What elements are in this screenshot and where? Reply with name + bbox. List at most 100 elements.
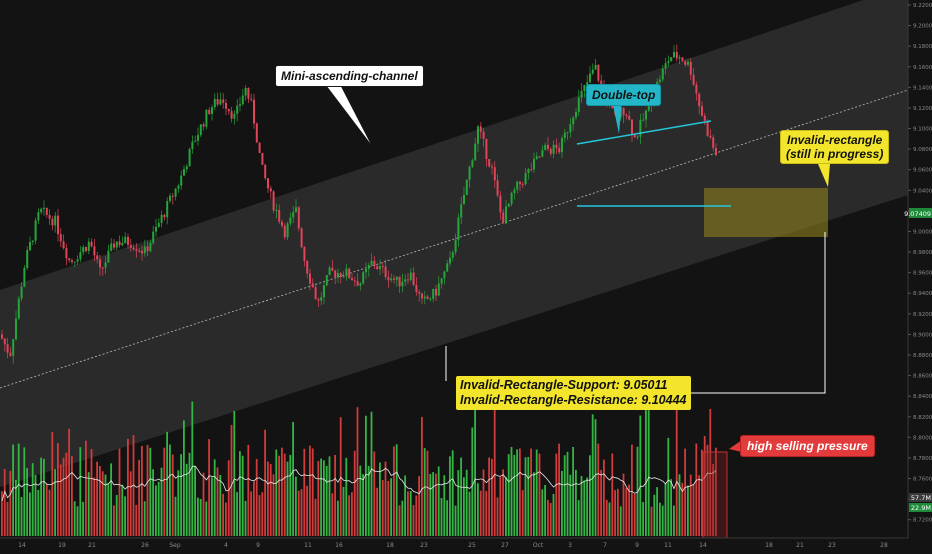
candle-body [309,273,311,284]
candle-body [331,267,334,271]
y-tick-label: 9.10000 [913,127,932,133]
volume-bar [617,488,619,536]
volume-bar [639,415,642,536]
volume-bar [619,506,622,536]
y-tick-label: 8.98000 [913,250,932,256]
volume-bar [124,496,126,536]
x-tick-label: 19 [58,542,66,549]
x-tick-label: Oct [533,542,544,549]
volume-bar [9,470,12,536]
volume-bar [460,457,462,536]
candle-body [715,147,717,156]
candle-body [261,152,264,165]
candle-body [628,115,631,120]
candle-body [535,156,538,159]
volume-bar [225,502,227,536]
candle-body [272,191,275,211]
volume-bar [169,444,171,536]
y-tick-label: 8.76000 [913,477,932,483]
volume-bar [62,457,65,536]
y-tick-label: 8.86000 [913,374,932,380]
volume-bar [163,447,166,536]
volume-bar [451,450,454,536]
volume-bar [289,454,292,536]
volume-bar [373,451,376,536]
candle-body [135,249,138,251]
volume-bar [121,484,124,536]
candle-body [51,218,54,226]
volume-bar [631,444,633,536]
candle-body [127,236,129,245]
volume-bar [337,500,339,536]
x-tick-label: 9 [256,542,260,549]
volume-bar [471,427,474,536]
volume-bar [233,411,236,536]
candle-body [505,206,507,224]
volume-bar [479,490,482,536]
candle-body [143,246,146,254]
volume-bar [202,472,205,536]
y-tick-label: 9.22000 [913,3,932,9]
volume-bar [513,454,516,536]
candle-body [107,250,110,263]
candle-body [93,246,96,256]
channel-midline [0,89,908,389]
candle-body [647,101,650,111]
candle-body [250,98,253,100]
volume-bar [345,457,348,536]
y-tick-label: 9.16000 [913,65,932,71]
volume-bar [211,477,213,536]
volume-bar [465,469,468,536]
candle-body [236,105,239,114]
candle-body [191,141,194,150]
y-tick-label: 8.92000 [913,312,932,318]
volume-bar [197,497,199,536]
volume-bar [269,464,272,536]
volume-bar [454,505,457,536]
candle-body [79,252,82,260]
candle-body [337,273,339,278]
candle-body [194,140,197,142]
volume-bar [309,445,311,536]
volume-bar [17,443,20,536]
volume-bar [31,463,34,536]
volume-bar [183,420,185,536]
candle-body [283,225,286,238]
candle-body [555,144,558,149]
invalid-rectangle-annotation: Invalid-rectangle (still in progress) [780,130,890,164]
volume-bar [306,485,308,536]
volume-bar [636,446,639,536]
volume-bar [603,459,605,536]
candle-body [320,297,323,301]
candle-body [580,90,583,98]
candle-body [76,259,79,262]
x-tick-label: 11 [664,542,672,549]
volume-bar [15,479,17,536]
volume-bar [3,469,6,536]
candle-body [311,283,314,288]
volume-bar [314,498,317,536]
x-tick-label: 27 [501,542,509,549]
candle-body [104,262,107,268]
volume-bar [538,453,541,536]
candle-body [188,149,191,167]
candle-body [211,107,213,114]
high-selling-pressure-box [702,451,728,538]
candle-body [325,274,328,286]
volume-bar [698,475,700,536]
volume-label: 22.9M [911,504,931,512]
volume-bar [213,459,216,536]
volume-bar [339,417,342,536]
volume-bar [174,496,177,536]
volume-bar [446,500,448,536]
volume-bar [29,492,31,536]
volume-bar [65,452,68,536]
candle-body [569,124,572,133]
volume-bar [71,456,73,536]
volume-bar [297,490,300,536]
volume-bar [395,444,398,536]
candle-body [20,286,23,299]
candle-body [281,221,283,226]
volume-bar [353,450,356,536]
candle-body [286,223,289,238]
